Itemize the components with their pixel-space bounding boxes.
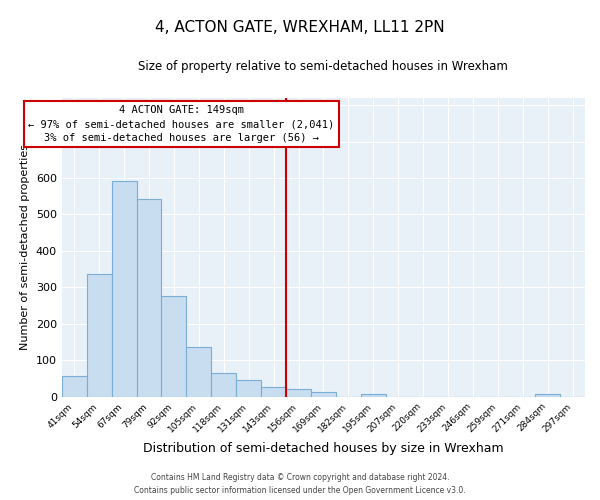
X-axis label: Distribution of semi-detached houses by size in Wrexham: Distribution of semi-detached houses by … xyxy=(143,442,504,455)
Bar xyxy=(62,376,87,396)
Text: 4 ACTON GATE: 149sqm
← 97% of semi-detached houses are smaller (2,041)
3% of sem: 4 ACTON GATE: 149sqm ← 97% of semi-detac… xyxy=(28,105,335,143)
Bar xyxy=(361,394,386,396)
Bar xyxy=(261,387,286,396)
Y-axis label: Number of semi-detached properties: Number of semi-detached properties xyxy=(20,144,30,350)
Bar xyxy=(112,180,137,396)
Title: Size of property relative to semi-detached houses in Wrexham: Size of property relative to semi-detach… xyxy=(139,60,508,73)
Bar xyxy=(211,373,236,396)
Bar xyxy=(535,394,560,396)
Bar xyxy=(311,392,336,396)
Bar xyxy=(236,380,261,396)
Bar xyxy=(137,199,161,396)
Text: Contains HM Land Registry data © Crown copyright and database right 2024.
Contai: Contains HM Land Registry data © Crown c… xyxy=(134,474,466,495)
Bar xyxy=(87,274,112,396)
Bar xyxy=(161,296,187,396)
Bar xyxy=(286,388,311,396)
Text: 4, ACTON GATE, WREXHAM, LL11 2PN: 4, ACTON GATE, WREXHAM, LL11 2PN xyxy=(155,20,445,35)
Bar xyxy=(187,347,211,397)
